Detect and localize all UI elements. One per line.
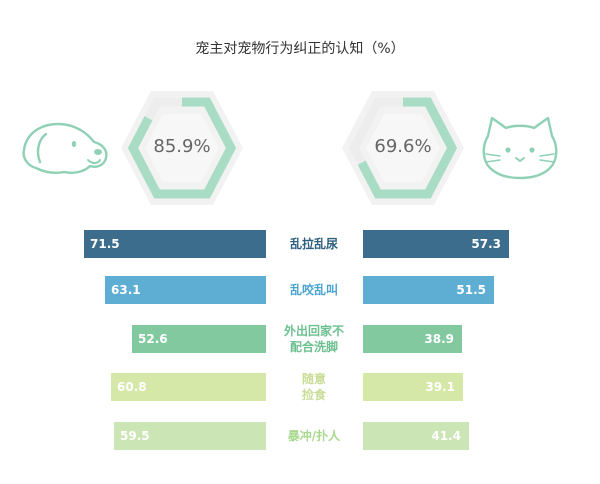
bar-right-value: 41.4 (431, 429, 461, 443)
category-label: 乱咬乱叫 (269, 282, 359, 298)
bar-left-value: 52.6 (138, 332, 168, 346)
bar-right: 41.4 (363, 422, 469, 450)
category-label: 外出回家不 配合洗脚 (269, 323, 359, 355)
category-label-line: 配合洗脚 (289, 340, 338, 354)
category-label-line: 暴冲/扑人 (287, 429, 341, 443)
dog-icon (22, 122, 108, 174)
bar-left-value: 71.5 (90, 237, 120, 251)
category-label: 乱拉乱尿 (269, 236, 359, 252)
bar-right: 51.5 (363, 276, 494, 304)
bar-left: 59.5 (114, 422, 266, 450)
category-label-line: 乱咬乱叫 (289, 283, 338, 297)
cat-icon (482, 116, 558, 180)
cat-gauge-value: 69.6% (374, 136, 432, 157)
category-label-line: 外出回家不 (283, 324, 344, 338)
bar-right: 57.3 (363, 230, 509, 258)
dog-gauge-value: 85.9% (153, 136, 211, 157)
bar-right: 38.9 (363, 325, 462, 353)
bar-left-value: 60.8 (117, 380, 147, 394)
bar-right-value: 39.1 (425, 380, 455, 394)
bar-right-value: 51.5 (456, 283, 486, 297)
bar-left: 71.5 (84, 230, 266, 258)
bar-right: 39.1 (363, 373, 463, 401)
category-label-line: 随意 (301, 372, 326, 386)
bar-right-value: 57.3 (471, 237, 501, 251)
bar-left-value: 59.5 (120, 429, 150, 443)
cat-gauge: 69.6% (340, 88, 466, 208)
bar-left: 52.6 (132, 325, 266, 353)
category-label-line: 乱拉乱尿 (289, 237, 338, 251)
bar-left: 63.1 (105, 276, 266, 304)
dog-gauge: 85.9% (119, 88, 245, 208)
chart-title: 宠主对宠物行为纠正的认知（%） (195, 41, 405, 57)
bar-left: 60.8 (111, 373, 266, 401)
bar-right-value: 38.9 (424, 332, 454, 346)
category-label: 随意 捡食 (269, 371, 359, 403)
category-label: 暴冲/扑人 (269, 428, 359, 444)
bar-left-value: 63.1 (111, 283, 141, 297)
category-label-line: 捡食 (301, 388, 326, 402)
